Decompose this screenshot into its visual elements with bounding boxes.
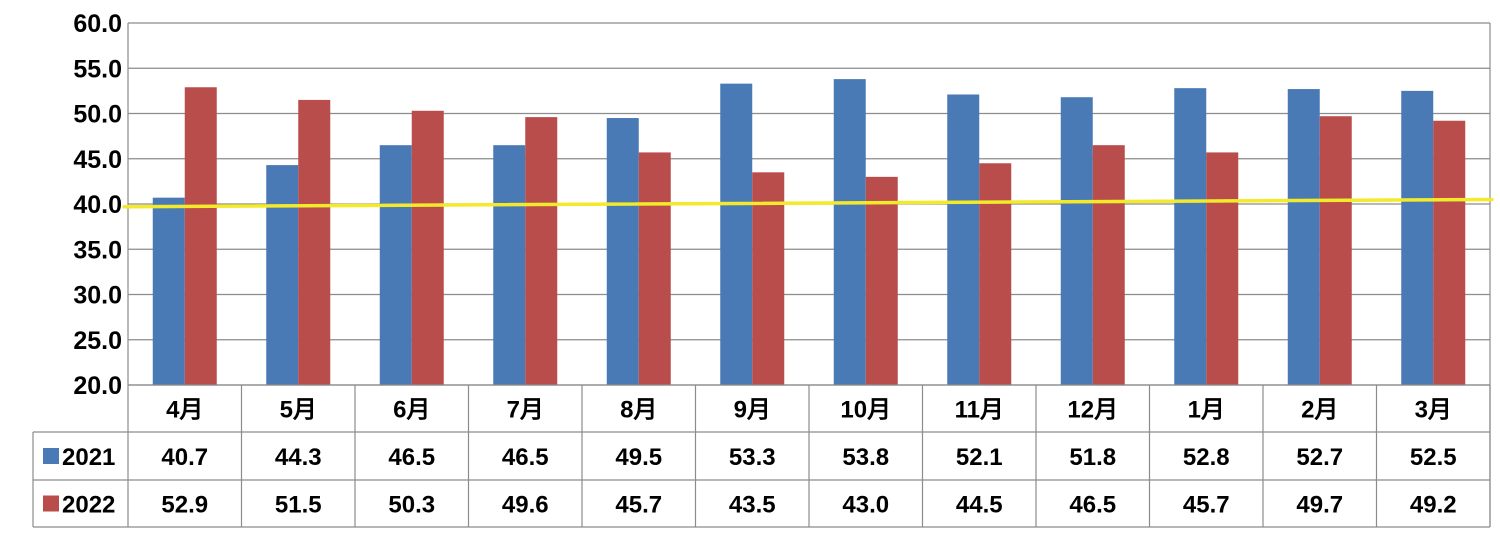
data-label: 53.8 <box>842 444 889 471</box>
bar-2022-12月 <box>1092 145 1125 385</box>
bar-2021-1月 <box>1174 88 1207 385</box>
data-label: 50.3 <box>388 492 435 519</box>
x-tick-label: 5月 <box>280 397 317 424</box>
data-label: 52.9 <box>161 492 208 519</box>
x-tick-label: 2月 <box>1301 397 1338 424</box>
x-tick-label: 10月 <box>840 397 891 424</box>
bar-2021-10月 <box>833 79 866 386</box>
x-tick-label: 12月 <box>1067 397 1118 424</box>
bar-2021-3月 <box>1401 90 1434 385</box>
y-tick-label: 30.0 <box>73 282 122 310</box>
data-label: 43.5 <box>729 492 776 519</box>
y-tick-label: 40.0 <box>73 191 122 219</box>
data-label: 52.1 <box>956 444 1003 471</box>
y-tick-label: 55.0 <box>73 55 122 83</box>
x-tick-label: 9月 <box>734 397 771 424</box>
bar-2021-11月 <box>947 94 980 386</box>
bar-2022-6月 <box>411 110 444 385</box>
bars <box>152 79 1466 386</box>
bar-2021-6月 <box>379 145 412 385</box>
bar-2022-4月 <box>184 87 217 385</box>
x-tick-label: 7月 <box>507 397 544 424</box>
reference-line <box>122 197 1494 209</box>
y-tick-label: 60.0 <box>73 10 122 38</box>
data-label: 51.5 <box>275 492 322 519</box>
y-tick-label: 50.0 <box>73 101 122 129</box>
data-table: 4月 5月 6月 7月 8月 9月 10月 11月 12月 1月 2月 3月 2021 40.7 44.3 4… <box>32 384 1491 528</box>
bar-2021-7月 <box>493 145 526 385</box>
y-tick-label: 45.0 <box>73 146 122 174</box>
x-tick-label: 11月 <box>955 397 1004 424</box>
bar-2021-5月 <box>266 165 299 385</box>
bar-2022-7月 <box>525 117 558 386</box>
data-label: 53.3 <box>729 444 776 471</box>
y-tick-label: 20.0 <box>73 372 122 400</box>
bar-2021-9月 <box>720 83 753 385</box>
data-label: 49.7 <box>1296 492 1343 519</box>
bar-2022-2月 <box>1319 116 1352 385</box>
data-label: 49.5 <box>615 444 662 471</box>
legend-label-2021: 2021 <box>62 444 115 471</box>
bar-2022-5月 <box>298 99 331 386</box>
y-tick-label: 25.0 <box>73 327 122 355</box>
data-label: 51.8 <box>1069 444 1116 471</box>
bar-2022-10月 <box>865 176 898 385</box>
legend-key-2022 <box>43 495 59 512</box>
legend-label-2022: 2022 <box>62 492 115 519</box>
data-label: 44.5 <box>956 492 1003 519</box>
x-tick-label: 8月 <box>620 397 657 424</box>
bar-2021-8月 <box>606 118 639 386</box>
y-tick-label: 35.0 <box>73 236 122 264</box>
data-label: 49.2 <box>1410 492 1457 519</box>
x-tick-label: 4月 <box>166 397 203 424</box>
bar-2021-2月 <box>1287 89 1320 385</box>
bar-2022-3月 <box>1433 120 1466 386</box>
bar-2022-11月 <box>979 163 1012 385</box>
x-tick-label: 1月 <box>1188 397 1225 424</box>
data-label: 49.6 <box>502 492 549 519</box>
x-tick-label: 3月 <box>1415 397 1452 424</box>
bar-2022-9月 <box>752 172 785 385</box>
trend-line <box>122 197 1494 209</box>
data-label: 45.7 <box>1183 492 1230 519</box>
data-label: 52.8 <box>1183 444 1230 471</box>
y-axis-tick-labels: 20.0 25.0 30.0 35.0 40.0 45.0 50.0 55.0 60.0 <box>73 10 122 400</box>
data-label: 52.7 <box>1296 444 1343 471</box>
bar-2022-8月 <box>638 152 671 385</box>
bar-2022-1月 <box>1206 152 1239 385</box>
data-label: 40.7 <box>161 444 208 471</box>
data-label: 43.0 <box>842 492 889 519</box>
legend-key-2021 <box>43 448 59 464</box>
data-label: 46.5 <box>502 444 549 471</box>
data-label: 46.5 <box>388 444 435 471</box>
data-label: 46.5 <box>1069 492 1116 519</box>
data-label: 45.7 <box>615 492 662 519</box>
data-label: 44.3 <box>275 444 322 471</box>
bar-2021-12月 <box>1060 97 1093 386</box>
data-label: 52.5 <box>1410 444 1457 471</box>
x-tick-label: 6月 <box>393 397 430 424</box>
bar-2021-4月 <box>152 197 185 385</box>
